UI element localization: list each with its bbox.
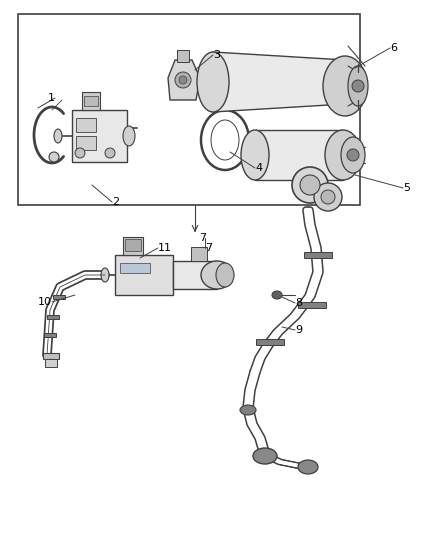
Bar xyxy=(115,255,173,295)
Text: 2: 2 xyxy=(112,197,119,207)
Ellipse shape xyxy=(201,261,233,289)
Text: 11: 11 xyxy=(158,243,172,253)
Bar xyxy=(47,315,59,319)
Ellipse shape xyxy=(300,175,320,195)
Text: 4: 4 xyxy=(255,163,262,173)
Ellipse shape xyxy=(241,130,269,180)
Bar xyxy=(82,92,100,110)
Bar xyxy=(84,96,98,106)
Bar xyxy=(191,247,207,261)
Bar xyxy=(53,295,65,299)
Ellipse shape xyxy=(123,126,135,146)
Ellipse shape xyxy=(75,148,85,158)
Polygon shape xyxy=(168,60,200,100)
Bar xyxy=(256,339,284,345)
Bar xyxy=(298,302,326,308)
Ellipse shape xyxy=(253,448,277,464)
Text: 9: 9 xyxy=(295,325,302,335)
Ellipse shape xyxy=(105,148,115,158)
Bar xyxy=(43,353,59,359)
Ellipse shape xyxy=(272,291,282,299)
Text: 7: 7 xyxy=(199,233,207,243)
Text: 8: 8 xyxy=(295,298,302,308)
Text: 7: 7 xyxy=(205,243,212,253)
Ellipse shape xyxy=(341,137,365,173)
Ellipse shape xyxy=(49,152,59,162)
Ellipse shape xyxy=(179,76,187,84)
Bar xyxy=(125,239,141,251)
Bar xyxy=(255,130,343,180)
Bar xyxy=(76,118,96,132)
Text: 5: 5 xyxy=(403,183,410,193)
Bar xyxy=(76,136,96,150)
Bar xyxy=(123,237,143,255)
Ellipse shape xyxy=(348,66,368,106)
Ellipse shape xyxy=(347,149,359,161)
Ellipse shape xyxy=(54,129,62,143)
Ellipse shape xyxy=(216,263,234,287)
Bar xyxy=(177,50,189,62)
Ellipse shape xyxy=(175,72,191,88)
Ellipse shape xyxy=(211,120,239,160)
Ellipse shape xyxy=(240,405,256,415)
Text: 6: 6 xyxy=(390,43,397,53)
Ellipse shape xyxy=(201,110,249,170)
Polygon shape xyxy=(213,52,345,112)
Ellipse shape xyxy=(325,130,361,180)
Ellipse shape xyxy=(292,167,328,203)
Ellipse shape xyxy=(321,190,335,204)
Bar xyxy=(304,252,332,258)
Ellipse shape xyxy=(101,268,109,282)
Bar xyxy=(72,110,127,162)
Text: 1: 1 xyxy=(48,93,55,103)
Bar xyxy=(44,333,56,337)
Ellipse shape xyxy=(314,183,342,211)
Ellipse shape xyxy=(197,52,229,112)
Bar xyxy=(18,14,360,205)
Bar xyxy=(120,263,150,273)
Ellipse shape xyxy=(352,80,364,92)
Text: 3: 3 xyxy=(213,50,220,60)
Bar xyxy=(173,261,217,289)
Text: 10: 10 xyxy=(38,297,52,307)
Bar xyxy=(45,359,57,367)
Ellipse shape xyxy=(298,460,318,474)
Ellipse shape xyxy=(323,56,367,116)
